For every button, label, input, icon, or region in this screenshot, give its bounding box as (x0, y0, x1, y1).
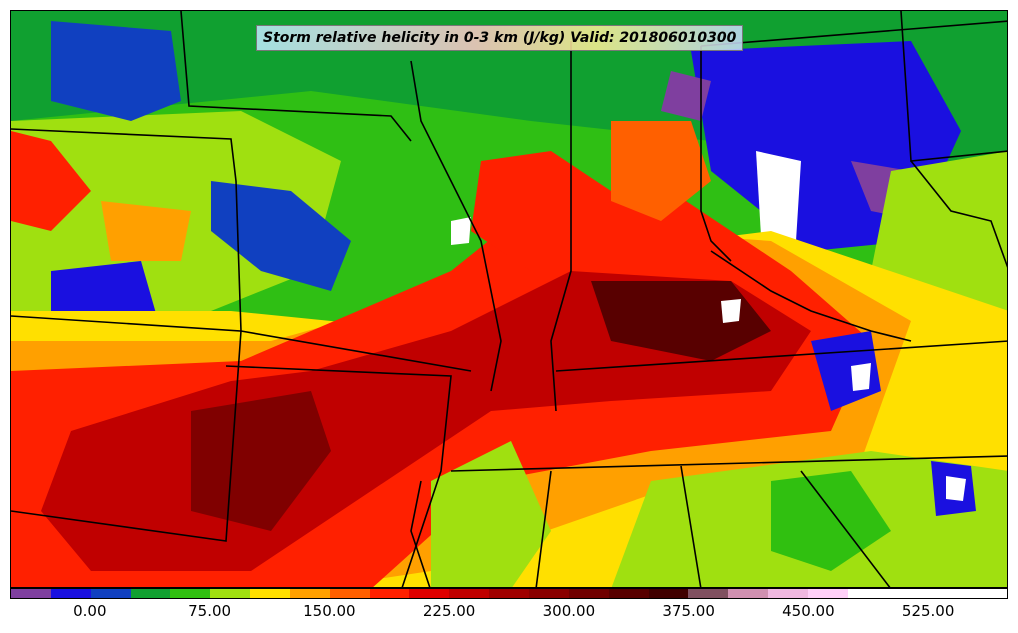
colorbar-tick-labels: 0.00 75.00 150.00 225.00 300.00 375.00 450.00 5… (10, 602, 1008, 624)
colorbar-swatch (927, 589, 968, 598)
blue-region-central (211, 181, 351, 291)
red-plume-ne (611, 121, 711, 221)
colorbar-swatch (250, 589, 290, 598)
colorbar-swatch (170, 589, 211, 598)
blue-region-nw (51, 21, 181, 121)
white-region-ky (721, 299, 741, 323)
boundary-line (11, 128, 242, 332)
colorbar (10, 588, 1008, 599)
orange-region-west (101, 201, 191, 261)
map-panel: Storm relative helicity in 0-3 km (J/kg)… (10, 10, 1008, 588)
colorbar-tick-label: 375.00 (662, 602, 715, 620)
boundary-line (410, 480, 431, 587)
colorbar-tick-label: 0.00 (73, 602, 107, 620)
boundary-line (550, 41, 572, 412)
colorbar-swatch (449, 589, 490, 598)
colorbar-swatch (568, 589, 609, 598)
white-region-ne (756, 151, 801, 241)
colorbar-swatch (728, 589, 769, 598)
colorbar-swatch (210, 589, 251, 598)
helicity-map (11, 11, 1007, 587)
helicity-fill-layer (11, 11, 1007, 587)
boundary-line (240, 330, 472, 372)
boundary-line (680, 465, 702, 587)
boundary-line (555, 340, 1007, 372)
colorbar-swatch (847, 589, 888, 598)
colorbar-swatch (329, 589, 370, 598)
state-boundaries (11, 11, 1007, 587)
colorbar-tick-label: 450.00 (782, 602, 835, 620)
colorbar-swatch (130, 589, 171, 598)
boundary-line (710, 250, 912, 342)
colorbar-swatch (648, 589, 689, 598)
white-region-il (451, 217, 471, 245)
colorbar-swatch (807, 589, 848, 598)
colorbar-swatch (967, 589, 1008, 598)
colorbar-tick-label: 300.00 (542, 602, 596, 620)
map-title: Storm relative helicity in 0-3 km (J/kg)… (256, 25, 744, 51)
colorbar-swatch (887, 589, 928, 598)
boundary-line (700, 46, 732, 262)
boundary-line (910, 160, 1007, 268)
colorbar-tick-label: 525.00 (901, 602, 955, 620)
colorbar-swatch (489, 589, 529, 598)
colorbar-swatch (289, 589, 330, 598)
colorbar-tick-label: 225.00 (422, 602, 476, 620)
colorbar-swatch (528, 589, 569, 598)
red-region-west (11, 131, 91, 231)
colorbar-tick-label: 75.00 (188, 602, 232, 620)
colorbar-swatch (50, 589, 91, 598)
purple-region-ne (661, 71, 711, 121)
colorbar-swatch (768, 589, 808, 598)
boundary-line (180, 11, 412, 142)
lime-tongue-south (431, 441, 551, 587)
red-plume-north (471, 151, 611, 271)
white-region-east (851, 363, 871, 391)
colorbar-swatch (688, 589, 729, 598)
colorbar-tick-label: 150.00 (303, 602, 356, 620)
colorbar-swatch (608, 589, 649, 598)
boundary-line (410, 60, 502, 392)
colorbar-swatch (409, 589, 450, 598)
boundary-line (800, 470, 891, 587)
maroon-core-west (191, 391, 331, 531)
boundary-line (450, 455, 1007, 472)
colorbar-swatch (90, 589, 131, 598)
white-region-se (946, 476, 966, 501)
boundary-line (11, 330, 242, 542)
colorbar-swatch (369, 589, 410, 598)
boundary-line (225, 365, 452, 587)
green-region-se (771, 471, 891, 571)
boundary-line (535, 470, 552, 587)
colorbar-swatch (11, 589, 51, 598)
boundary-line (700, 20, 1007, 47)
